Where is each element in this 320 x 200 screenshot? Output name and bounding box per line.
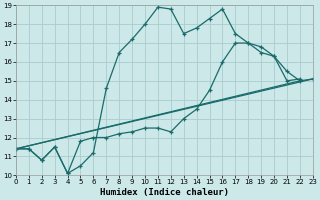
- X-axis label: Humidex (Indice chaleur): Humidex (Indice chaleur): [100, 188, 229, 197]
